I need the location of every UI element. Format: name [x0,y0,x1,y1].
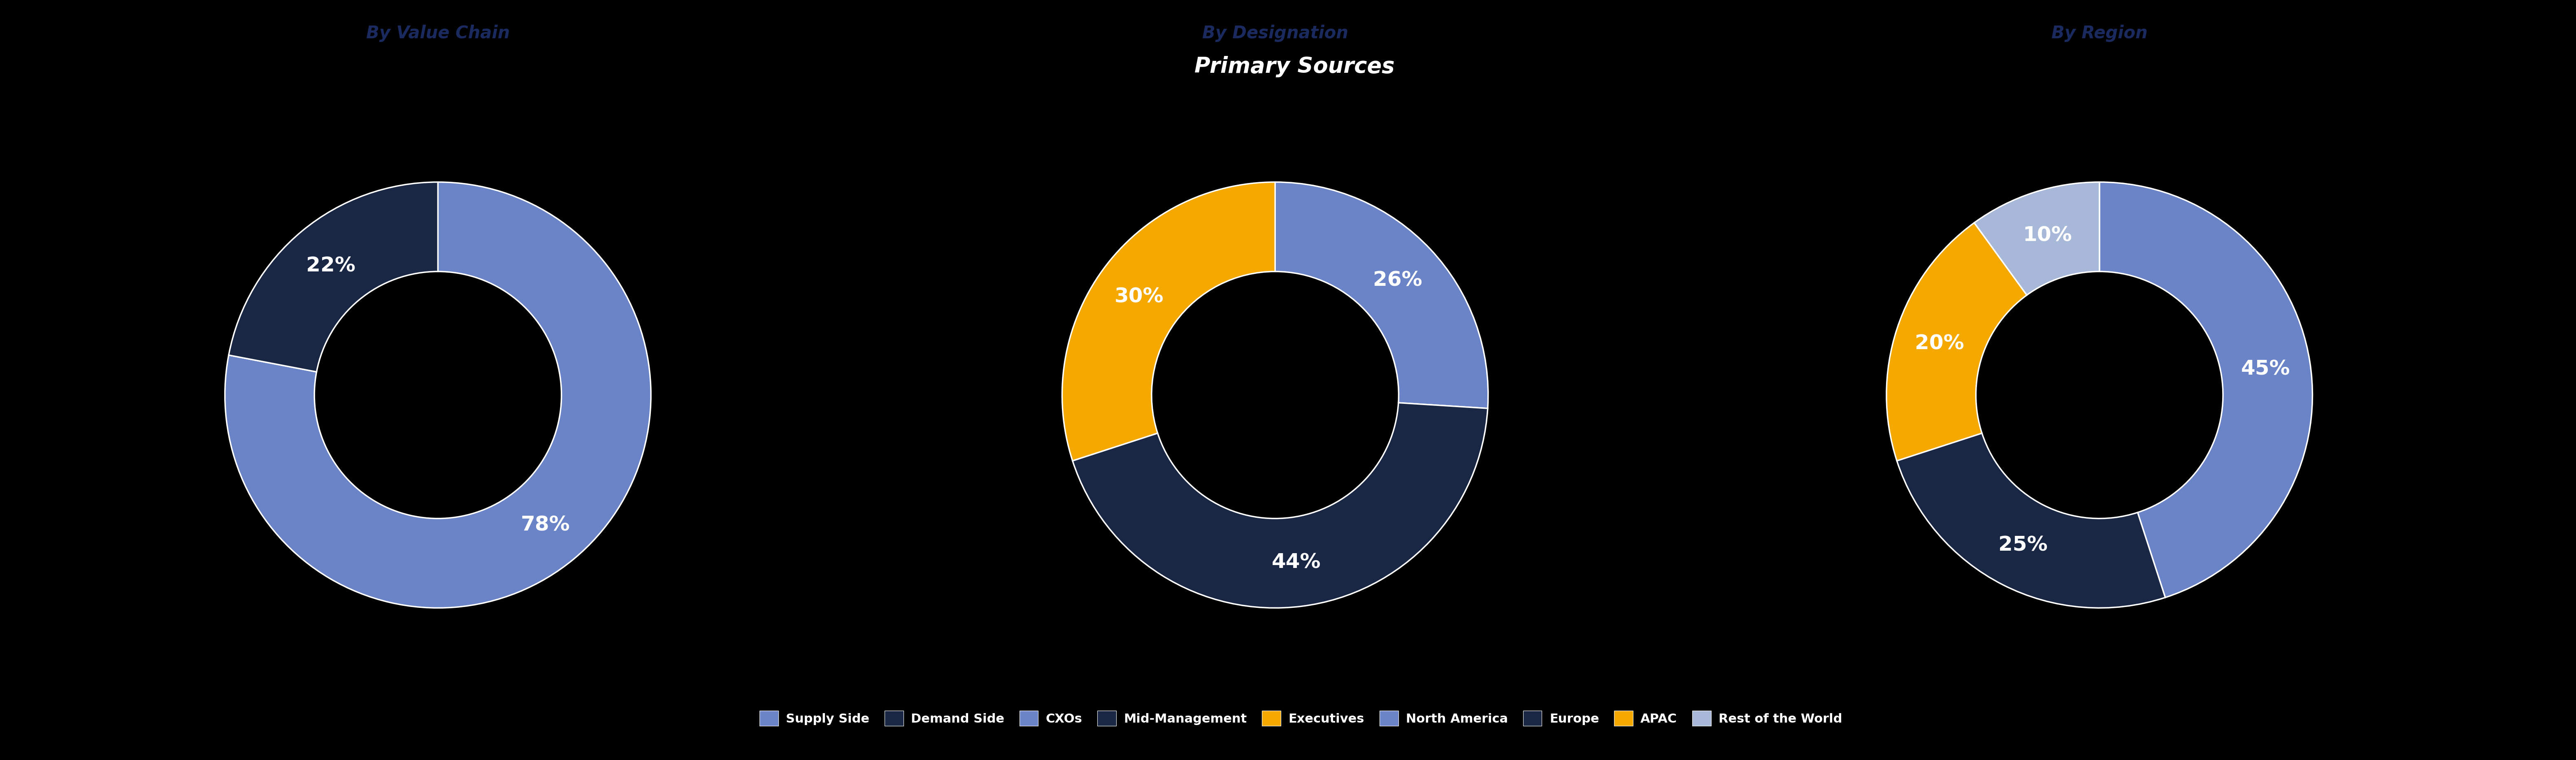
Wedge shape [1973,182,2099,296]
Wedge shape [1886,223,2027,461]
Text: 78%: 78% [520,515,569,534]
Text: 44%: 44% [1273,552,1321,572]
Text: By Region: By Region [2050,25,2148,42]
Text: 30%: 30% [1115,287,1164,306]
Text: 45%: 45% [2241,359,2290,378]
Text: By Designation: By Designation [1203,25,1347,42]
Text: 25%: 25% [1999,535,2048,555]
Text: 10%: 10% [2022,226,2071,245]
Text: Primary Sources: Primary Sources [1195,55,1394,78]
Wedge shape [1896,433,2166,608]
Wedge shape [229,182,438,372]
Wedge shape [1275,182,1489,409]
Legend: Supply Side, Demand Side, CXOs, Mid-Management, Executives, North America, Europ: Supply Side, Demand Side, CXOs, Mid-Mana… [755,705,1847,731]
Text: 20%: 20% [1914,334,1963,353]
Text: 22%: 22% [307,256,355,276]
Wedge shape [1072,403,1489,608]
Wedge shape [1061,182,1275,461]
Wedge shape [224,182,652,608]
Text: By Value Chain: By Value Chain [366,25,510,42]
Text: 26%: 26% [1373,271,1422,290]
Wedge shape [2099,182,2313,597]
